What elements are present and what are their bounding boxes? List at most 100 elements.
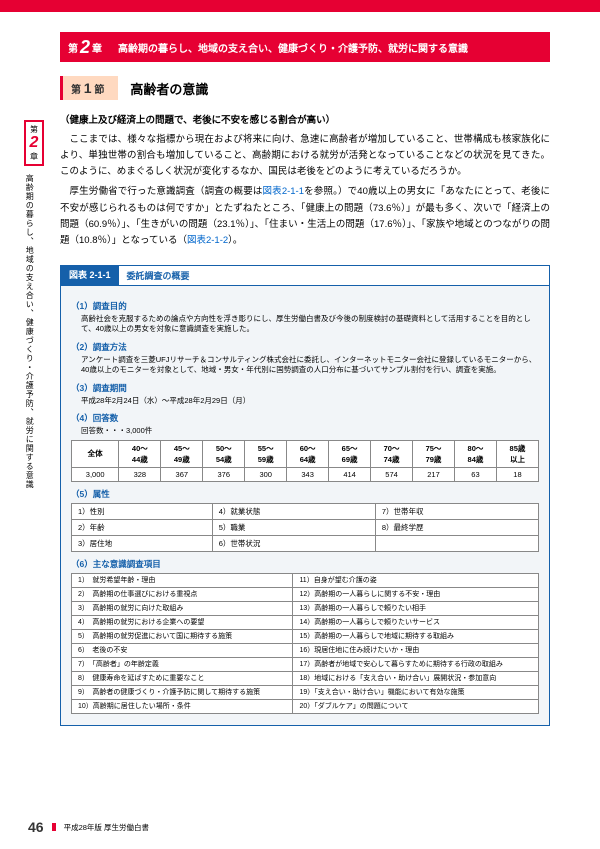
items-table: 1） 就労希望年齢・理由11）自身が望む介護の姿2） 高齢期の仕事選びにおける重… <box>71 573 539 714</box>
item-cell: 10）高齢期に居住したい場所・条件 <box>72 699 293 713</box>
item-cell: 4） 高齢期の就労における企業への要望 <box>72 615 293 629</box>
paragraph-2: 厚生労働省で行った意識調査（調査の概要は図表2-1-1を参照。）で40歳以上の男… <box>60 184 550 249</box>
item-cell: 12）高齢期の一人暮らしに関する不安・理由 <box>293 587 539 601</box>
top-red-bar <box>0 0 600 12</box>
item-cell: 6） 老後の不安 <box>72 643 293 657</box>
item-cell: 13）高齢期の一人暮らしで頼りたい相手 <box>293 601 539 615</box>
table-header: 全体 <box>72 440 119 467</box>
paragraph-1: ここまでは、様々な指標から現在および将来に向け、急速に高齢者が増加していること、… <box>60 132 550 180</box>
attr-cell: 7）世帯年収 <box>375 503 538 519</box>
attr-cell: 5）職業 <box>212 519 375 535</box>
side-post: 章 <box>26 151 42 162</box>
fig-s1: （1）調査目的 <box>71 300 539 312</box>
section-header: 第 1 節 高齢者の意識 <box>60 76 550 100</box>
table-cell: 414 <box>329 467 371 481</box>
item-cell: 9） 高齢者の健康づくり・介護予防に関して期待する施策 <box>72 685 293 699</box>
item-cell: 3） 高齢期の就労に向けた取組み <box>72 601 293 615</box>
section-title: 高齢者の意識 <box>130 79 208 98</box>
p2c: ）。 <box>228 235 242 246</box>
chapter-post: 章 <box>92 40 102 55</box>
figure-body: （1）調査目的 高齢社会を克服するための論点や方向性を浮き彫りにし、厚生労働白書… <box>61 286 549 725</box>
attr-cell <box>375 535 538 551</box>
chapter-label: 第 2 章 <box>60 32 110 62</box>
fig-s2d: アンケート調査を三菱UFJリサーチ＆コンサルティング株式会社に委託し、インターネ… <box>81 355 539 376</box>
table-cell: 3,000 <box>72 467 119 481</box>
table-cell: 217 <box>413 467 455 481</box>
table-cell: 376 <box>203 467 245 481</box>
item-cell: 7） 「高齢者」の年齢定義 <box>72 657 293 671</box>
footer-text: 平成28年版 厚生労働白書 <box>64 822 149 833</box>
section-pre: 第 <box>71 85 81 96</box>
chapter-pre: 第 <box>68 40 78 55</box>
page-footer: 46 平成28年版 厚生労働白書 <box>28 819 149 835</box>
figure-link-2[interactable]: 図表2-1-2 <box>187 235 228 246</box>
attr-cell: 4）就業状態 <box>212 503 375 519</box>
table-cell: 18 <box>496 467 538 481</box>
table-header: 85歳以上 <box>496 440 538 467</box>
side-num: 2 <box>26 135 42 151</box>
item-cell: 20）「ダブルケア」の問題について <box>293 699 539 713</box>
table-header: 80～84歳 <box>454 440 496 467</box>
figure-header: 図表 2-1-1 委託調査の概要 <box>61 265 549 286</box>
table-header: 45～49歳 <box>161 440 203 467</box>
fig-s5: （5）属性 <box>71 488 539 500</box>
item-cell: 18）地域における「支え合い・助け合い」展開状況・参加意向 <box>293 671 539 685</box>
fig-s3: （3）調査期間 <box>71 382 539 394</box>
figure-link-1[interactable]: 図表2-1-1 <box>263 186 304 197</box>
content: （健康上及び経済上の問題で、老後に不安を感じる割合が高い） ここまでは、様々な指… <box>60 112 550 249</box>
attr-table: 1）性別4）就業状態7）世帯年収 2）年齢5）職業8）最終学歴 3）居住地6）世帯状… <box>71 503 539 552</box>
table-cell: 367 <box>161 467 203 481</box>
attr-cell: 3）居住地 <box>72 535 213 551</box>
page: 第 2 章 高齢期の暮らし、地域の支え合い、健康づくり・介護予防、就労に関する意… <box>0 0 600 849</box>
fig-s2: （2）調査方法 <box>71 341 539 353</box>
fig-s4d: 回答数・・・3,000件 <box>81 426 539 437</box>
response-table: 全体40～44歳45～49歳50～54歳55～59歳60～64歳65～69歳70… <box>71 440 539 482</box>
chapter-banner: 第 2 章 高齢期の暮らし、地域の支え合い、健康づくり・介護予防、就労に関する意… <box>60 32 550 62</box>
item-cell: 19）「支え合い・助け合い」機能において有効な施策 <box>293 685 539 699</box>
fig-s1d: 高齢社会を克服するための論点や方向性を浮き彫りにし、厚生労働白書及び今後の制度検… <box>81 314 539 335</box>
table-header: 50～54歳 <box>203 440 245 467</box>
table-header: 55～59歳 <box>245 440 287 467</box>
section-num: 1 <box>84 80 92 96</box>
fig-s3d: 平成28年2月24日（水）～平成28年2月29日（月） <box>81 396 539 407</box>
attr-cell: 8）最終学歴 <box>375 519 538 535</box>
fig-s4: （4）回答数 <box>71 412 539 424</box>
table-cell: 328 <box>119 467 161 481</box>
table-header: 40～44歳 <box>119 440 161 467</box>
table-cell: 343 <box>287 467 329 481</box>
item-cell: 16）現居住地に住み続けたいか・理由 <box>293 643 539 657</box>
p2a: 厚生労働省で行った意識調査（調査の概要は <box>70 186 263 197</box>
subheading: （健康上及び経済上の問題で、老後に不安を感じる割合が高い） <box>60 112 550 126</box>
item-cell: 17）高齢者が地域で安心して暮らすために期待する行政の取組み <box>293 657 539 671</box>
table-cell: 574 <box>371 467 413 481</box>
side-chapter-box: 第 2 章 <box>24 120 44 166</box>
chapter-title: 高齢期の暮らし、地域の支え合い、健康づくり・介護予防、就労に関する意識 <box>110 32 550 62</box>
attr-cell: 6）世帯状況 <box>212 535 375 551</box>
item-cell: 5） 高齢期の就労促進において国に期待する施策 <box>72 629 293 643</box>
table-header: 65～69歳 <box>329 440 371 467</box>
item-cell: 1） 就労希望年齢・理由 <box>72 573 293 587</box>
figure-box: 図表 2-1-1 委託調査の概要 （1）調査目的 高齢社会を克服するための論点や… <box>60 265 550 726</box>
figure-title: 委託調査の概要 <box>119 265 549 286</box>
item-cell: 15）高齢期の一人暮らしで地域に期待する取組み <box>293 629 539 643</box>
item-cell: 14）高齢期の一人暮らしで頼りたいサービス <box>293 615 539 629</box>
section-post: 節 <box>94 85 104 96</box>
table-header: 60～64歳 <box>287 440 329 467</box>
table-cell: 300 <box>245 467 287 481</box>
attr-cell: 2）年齢 <box>72 519 213 535</box>
table-header: 75～79歳 <box>413 440 455 467</box>
fig-s6: （6）主な意識調査項目 <box>71 558 539 570</box>
chapter-num: 2 <box>80 37 90 58</box>
item-cell: 8） 健康寿命を延ばすために重要なこと <box>72 671 293 685</box>
attr-cell: 1）性別 <box>72 503 213 519</box>
footer-bar <box>52 823 56 831</box>
side-tab: 第 2 章 高齢期の暮らし、地域の支え合い、健康づくり・介護予防、就労に関する意… <box>24 120 44 489</box>
table-header: 70～74歳 <box>371 440 413 467</box>
side-text: 高齢期の暮らし、地域の支え合い、健康づくり・介護予防、就労に関する意識 <box>24 174 35 489</box>
item-cell: 11）自身が望む介護の姿 <box>293 573 539 587</box>
page-number: 46 <box>28 819 44 835</box>
figure-label: 図表 2-1-1 <box>61 265 119 286</box>
item-cell: 2） 高齢期の仕事選びにおける重視点 <box>72 587 293 601</box>
section-label: 第 1 節 <box>60 76 118 100</box>
table-cell: 63 <box>454 467 496 481</box>
